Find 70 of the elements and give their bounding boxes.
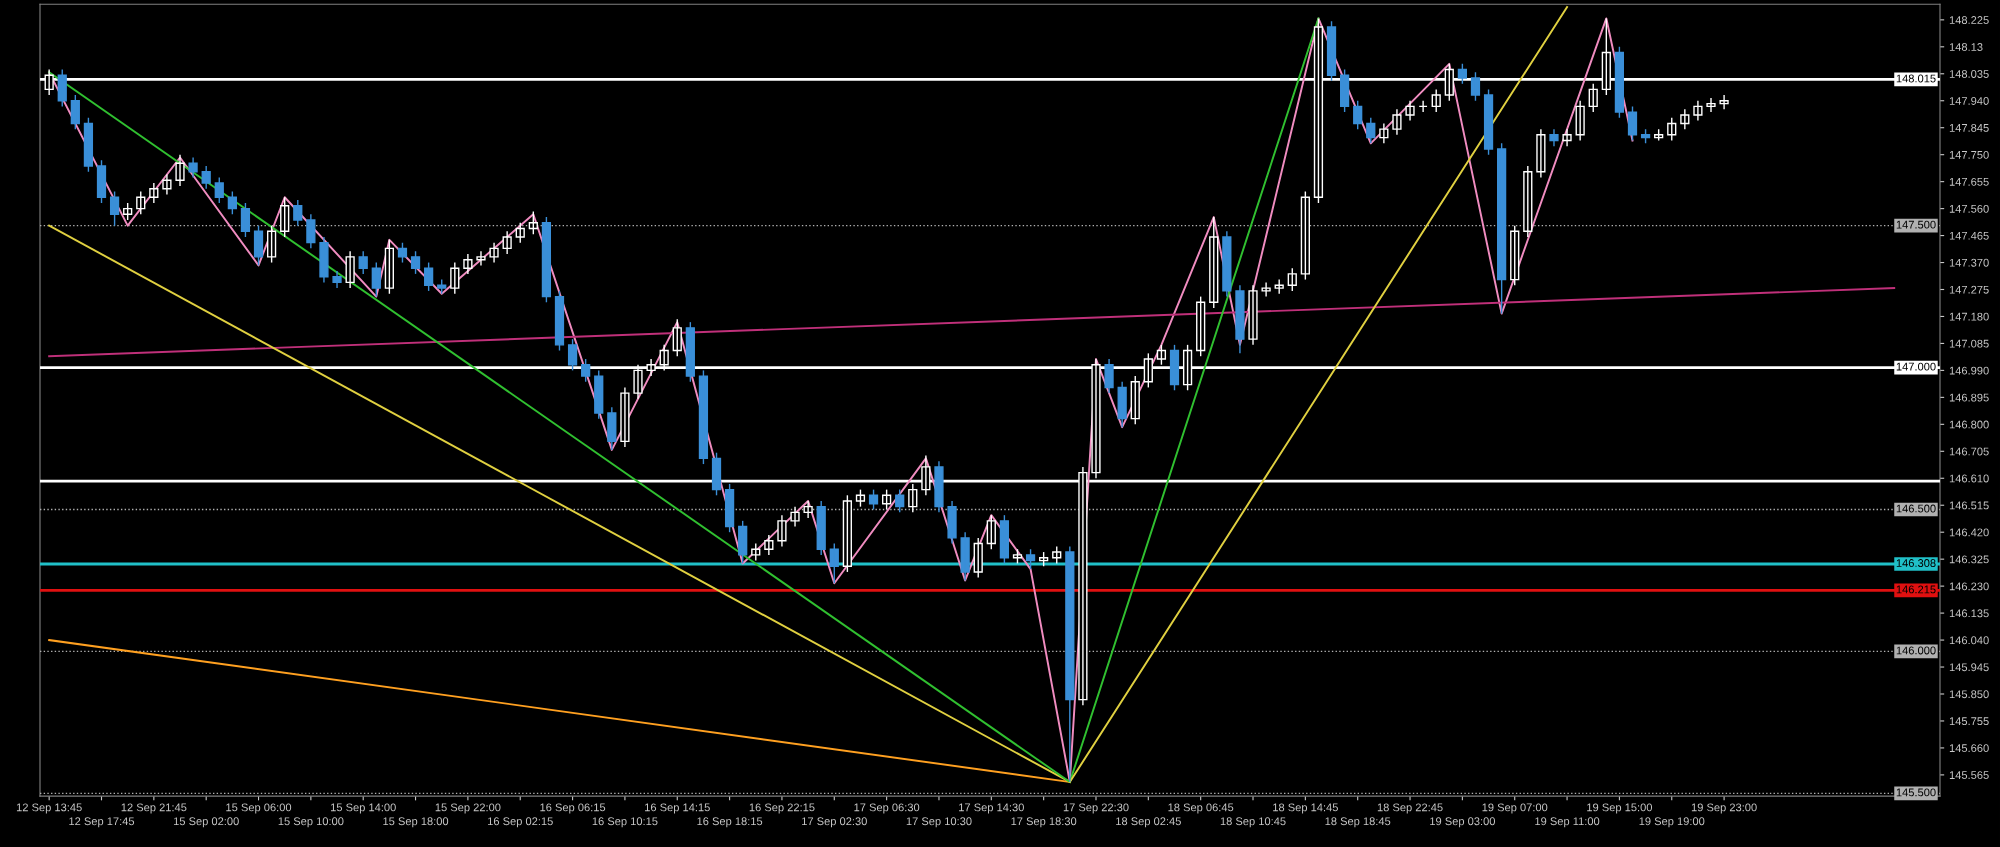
x-tick-label: 16 Sep 06:15 [540,803,606,814]
x-tick-label: 15 Sep 02:00 [173,817,239,828]
y-tick-label: 146.040 [1949,636,1989,645]
y-tick-label: 147.560 [1949,204,1989,213]
y-tick-label: 146.895 [1949,393,1989,402]
y-tick-label: 146.515 [1949,501,1989,510]
x-tick-label: 16 Sep 14:15 [645,803,710,814]
y-tick-label: 148.035 [1949,70,1989,78]
x-tick-label: 12 Sep 17:45 [69,817,135,828]
ref-line-label: 146.500 [1896,504,1936,513]
ref-line-label: 148.015 [1896,74,1936,83]
y-tick-label: 148.225 [1949,16,1989,24]
y-tick-label: 147.940 [1949,97,1989,105]
x-tick-label: 15 Sep 10:00 [278,817,344,828]
y-tick-label: 145.660 [1949,744,1989,753]
y-tick-label: 148.13 [1949,43,1983,51]
x-tick-label: 18 Sep 10:45 [1220,817,1286,828]
x-tick-label: 17 Sep 02:30 [802,817,867,828]
y-tick-label: 146.990 [1949,366,1989,375]
x-tick-label: 18 Sep 02:45 [1116,817,1181,828]
y-tick-label: 147.180 [1949,312,1989,321]
x-tick-label: 19 Sep 19:00 [1639,817,1705,828]
ref-line-label: 147.500 [1896,220,1936,229]
x-tick-label: 18 Sep 06:45 [1168,803,1234,814]
y-tick-label: 146.705 [1949,447,1989,456]
x-tick-label: 17 Sep 18:30 [1011,817,1077,828]
x-tick-label: 19 Sep 03:00 [1430,817,1495,828]
y-tick-label: 146.800 [1949,420,1989,429]
y-tick-label: 145.945 [1949,663,1989,672]
x-tick-label: 16 Sep 22:15 [749,803,815,814]
y-tick-label: 147.845 [1949,123,1989,132]
y-tick-label: 147.655 [1949,177,1989,186]
x-tick-label: 16 Sep 10:15 [592,817,658,828]
y-tick-label: 146.325 [1949,555,1989,564]
y-tick-label: 147.085 [1949,339,1989,348]
x-tick-label: 16 Sep 18:15 [697,817,763,828]
ref-line-label: 145.500 [1896,788,1936,797]
y-tick-label: 147.275 [1949,285,1989,294]
x-tick-label: 12 Sep 21:45 [121,803,187,814]
x-tick-label: 15 Sep 06:00 [226,803,292,814]
x-tick-label: 18 Sep 18:45 [1325,817,1391,828]
x-tick-label: 19 Sep 11:00 [1535,817,1600,828]
y-tick-label: 147.370 [1949,258,1989,267]
x-tick-label: 16 Sep 02:15 [488,817,553,828]
y-tick-label: 145.755 [1949,717,1989,726]
x-tick-label: 12 Sep 13:45 [16,803,82,814]
x-tick-label: 17 Sep 22:30 [1063,803,1129,814]
x-tick-label: 19 Sep 07:00 [1482,803,1548,814]
x-tick-label: 17 Sep 06:30 [854,803,920,814]
x-tick-label: 15 Sep 14:00 [331,803,396,814]
x-tick-label: 19 Sep 23:00 [1691,803,1757,814]
x-tick-label: 17 Sep 14:30 [959,803,1024,814]
ref-line-label: 146.000 [1896,646,1936,655]
x-tick-label: 15 Sep 22:00 [435,803,501,814]
y-tick-label: 145.850 [1949,690,1989,699]
x-tick-label: 18 Sep 22:45 [1377,803,1443,814]
ref-line-label: 147.000 [1896,362,1936,371]
x-tick-label: 19 Sep 15:00 [1587,803,1653,814]
y-tick-label: 147.750 [1949,150,1989,159]
ref-line-label: 146.215 [1896,585,1936,594]
x-tick-label: 15 Sep 18:00 [383,817,449,828]
y-tick-label: 146.610 [1949,474,1989,483]
y-tick-label: 146.420 [1949,528,1989,537]
x-tick-label: 17 Sep 10:30 [906,817,972,828]
y-tick-label: 145.565 [1949,771,1989,780]
y-tick-label: 147.465 [1949,231,1989,240]
y-tick-label: 146.135 [1949,609,1989,618]
y-tick-label: 146.230 [1949,582,1989,591]
x-tick-label: 18 Sep 14:45 [1273,803,1338,814]
ref-line-label: 146.308 [1896,559,1936,567]
